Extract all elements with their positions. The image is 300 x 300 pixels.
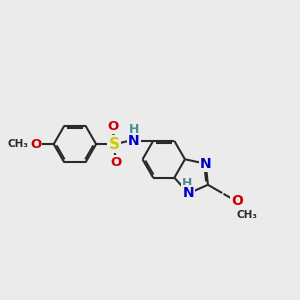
Text: H: H — [128, 123, 139, 136]
Text: O: O — [107, 120, 118, 133]
Text: S: S — [109, 136, 120, 152]
Text: N: N — [200, 157, 212, 171]
Text: N: N — [128, 134, 140, 148]
Text: CH₃: CH₃ — [8, 139, 29, 149]
Text: N: N — [183, 186, 194, 200]
Text: H: H — [182, 177, 193, 190]
Text: O: O — [231, 194, 243, 208]
Text: O: O — [110, 156, 121, 169]
Text: O: O — [30, 138, 41, 151]
Text: CH₃: CH₃ — [237, 210, 258, 220]
